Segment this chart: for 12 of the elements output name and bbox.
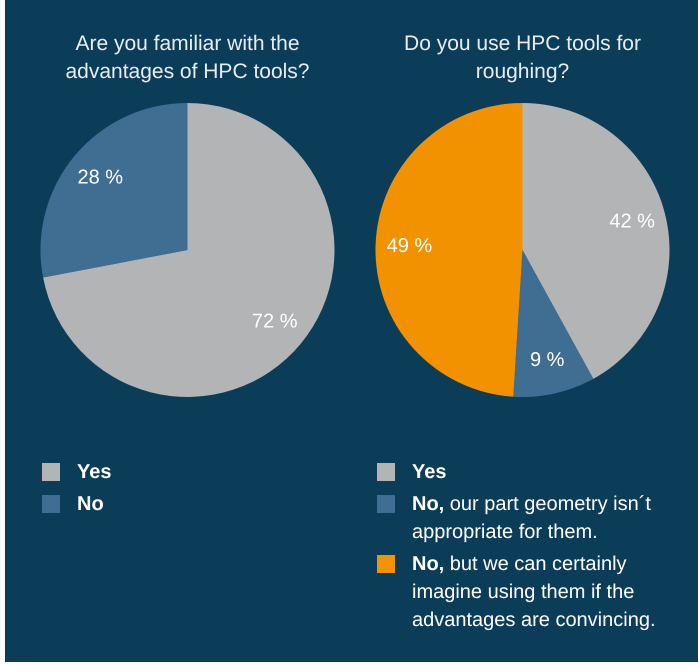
legend-label: No, but we can certainly imagine using them if the advantages are convincing.	[411, 552, 656, 633]
data-label: 49 %	[386, 234, 432, 257]
legend-label: No	[77, 493, 104, 515]
data-label: 9 %	[530, 348, 565, 371]
data-label: 72 %	[252, 310, 298, 333]
legend-label: No, our part geometry isn´t appropriate for them.	[411, 492, 652, 545]
legend-label: Yes	[77, 461, 112, 483]
data-label: 28 %	[77, 166, 124, 188]
chart-title: Do you use HPC tools for roughing?	[403, 31, 642, 85]
chart-title: Are you familiar with the advantages of HPC tools?	[64, 31, 310, 85]
legend-label: Yes	[412, 461, 446, 483]
data-label: 42 %	[609, 210, 656, 232]
